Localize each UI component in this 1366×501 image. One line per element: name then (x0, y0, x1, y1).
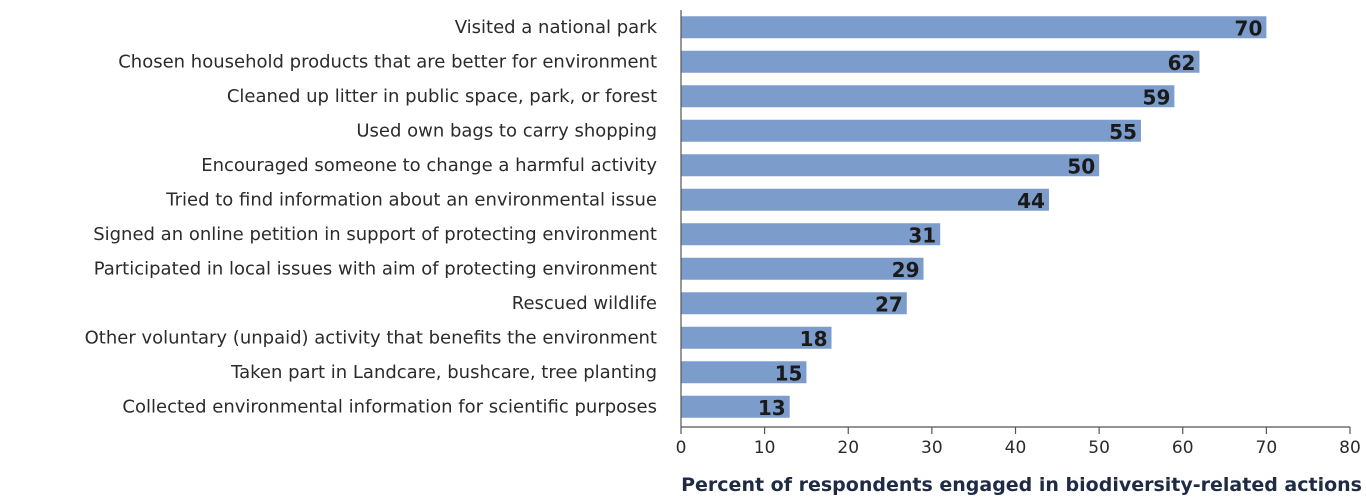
bar (681, 395, 790, 418)
bar (681, 292, 907, 315)
x-ticks-group: 0 10 20 30 40 50 60 70 80 (676, 427, 1361, 458)
x-tick-label: 60 (1172, 438, 1194, 458)
data-label: 13 (758, 396, 786, 420)
x-tick-label: 50 (1088, 438, 1110, 458)
bar (681, 223, 941, 246)
bar (681, 85, 1175, 108)
category-label: Participated in local issues with aim of… (94, 258, 657, 279)
bar (681, 119, 1141, 142)
bar (681, 154, 1100, 177)
category-label: Signed an online petition in support of … (93, 224, 657, 245)
x-tick-label: 0 (676, 438, 687, 458)
bar (681, 50, 1200, 73)
bar (681, 361, 807, 384)
data-label: 18 (800, 327, 828, 351)
category-label: Collected environmental information for … (122, 396, 657, 417)
bar (681, 188, 1049, 211)
x-tick-label: 30 (921, 438, 943, 458)
category-label: Visited a national park (455, 17, 658, 38)
bar (681, 326, 832, 349)
bars-group (681, 16, 1267, 418)
category-label: Used own bags to carry shopping (356, 120, 657, 141)
x-tick-label: 40 (1005, 438, 1027, 458)
data-label: 50 (1067, 154, 1095, 178)
category-label: Rescued wildlife (512, 293, 657, 314)
category-label: Chosen household products that are bette… (118, 51, 657, 72)
x-tick-label: 10 (754, 438, 776, 458)
category-label: Cleaned up litter in public space, park,… (227, 86, 657, 107)
x-tick-label: 80 (1339, 438, 1361, 458)
x-tick-label: 70 (1256, 438, 1278, 458)
category-label: Tried to find information about an envir… (165, 189, 657, 210)
data-label: 70 (1235, 16, 1263, 40)
category-labels-group: Visited a national park Chosen household … (85, 17, 658, 418)
bar (681, 257, 924, 280)
data-label: 31 (908, 223, 936, 247)
data-label: 27 (875, 292, 903, 316)
data-label: 62 (1168, 51, 1196, 75)
bar (681, 16, 1267, 39)
category-label: Other voluntary (unpaid) activity that b… (85, 327, 657, 348)
data-label: 55 (1109, 120, 1137, 144)
x-tick-label: 20 (837, 438, 859, 458)
data-label: 44 (1017, 189, 1045, 213)
category-label: Encouraged someone to change a harmful a… (201, 155, 657, 176)
data-label: 15 (775, 361, 803, 385)
category-label: Taken part in Landcare, bushcare, tree p… (230, 362, 657, 383)
data-label: 59 (1143, 85, 1171, 109)
x-axis-title: Percent of respondents engaged in biodiv… (681, 474, 1362, 496)
data-label: 29 (892, 258, 920, 282)
